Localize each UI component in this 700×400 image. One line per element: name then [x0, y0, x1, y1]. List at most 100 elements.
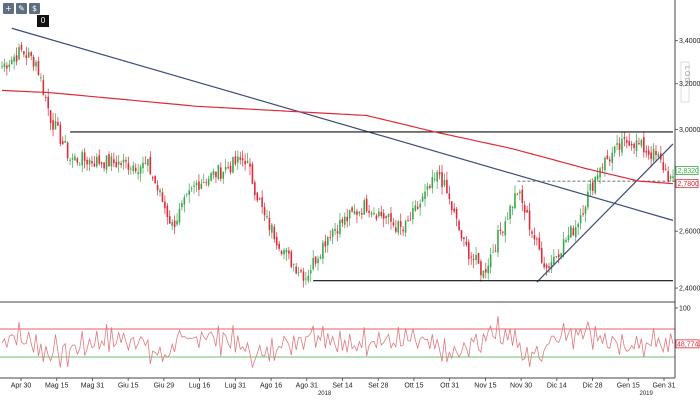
- candle[interactable]: [385, 216, 387, 218]
- candle[interactable]: [526, 209, 528, 213]
- candle[interactable]: [86, 159, 88, 165]
- candle[interactable]: [521, 189, 524, 203]
- candle[interactable]: [399, 221, 402, 227]
- candle[interactable]: [351, 207, 353, 212]
- candle[interactable]: [37, 60, 40, 76]
- candle[interactable]: [348, 210, 351, 219]
- candle[interactable]: [241, 158, 244, 161]
- candle[interactable]: [69, 159, 71, 161]
- candle[interactable]: [329, 237, 332, 238]
- candle[interactable]: [273, 226, 276, 240]
- candle[interactable]: [514, 193, 516, 209]
- candle[interactable]: [222, 171, 225, 179]
- candle[interactable]: [324, 241, 327, 247]
- candle[interactable]: [550, 262, 553, 269]
- candle[interactable]: [202, 182, 205, 183]
- candle[interactable]: [555, 256, 558, 257]
- candle[interactable]: [154, 175, 156, 184]
- candle[interactable]: [168, 216, 171, 224]
- candle[interactable]: [288, 250, 290, 254]
- candle[interactable]: [309, 270, 312, 274]
- candle[interactable]: [667, 171, 669, 181]
- candle[interactable]: [81, 152, 84, 166]
- candle[interactable]: [536, 238, 538, 240]
- candle[interactable]: [18, 47, 20, 60]
- candle[interactable]: [334, 228, 336, 231]
- candle[interactable]: [339, 219, 341, 235]
- candle[interactable]: [485, 269, 487, 273]
- candle[interactable]: [409, 219, 412, 221]
- candle[interactable]: [305, 278, 307, 280]
- candle[interactable]: [91, 161, 93, 164]
- candle[interactable]: [52, 120, 54, 130]
- candle[interactable]: [210, 173, 212, 181]
- candle[interactable]: [195, 182, 198, 186]
- candle[interactable]: [390, 213, 392, 222]
- candle[interactable]: [110, 156, 113, 167]
- candle[interactable]: [336, 231, 339, 234]
- candle[interactable]: [596, 175, 599, 180]
- candle[interactable]: [120, 163, 122, 165]
- candle[interactable]: [608, 159, 611, 162]
- candle[interactable]: [436, 172, 438, 182]
- candle[interactable]: [562, 239, 565, 256]
- candle[interactable]: [572, 228, 575, 236]
- candle[interactable]: [178, 208, 181, 223]
- candle[interactable]: [297, 272, 300, 274]
- candle[interactable]: [363, 200, 366, 215]
- candle[interactable]: [130, 168, 132, 170]
- candle[interactable]: [628, 141, 631, 146]
- candle[interactable]: [66, 142, 69, 159]
- candle[interactable]: [173, 220, 176, 228]
- candle[interactable]: [480, 261, 482, 276]
- candle[interactable]: [205, 182, 208, 184]
- candle[interactable]: [10, 59, 13, 64]
- candle[interactable]: [519, 191, 521, 194]
- candle[interactable]: [531, 231, 533, 234]
- candle[interactable]: [395, 227, 397, 232]
- candle[interactable]: [142, 162, 144, 169]
- candle[interactable]: [509, 205, 511, 220]
- candle[interactable]: [47, 96, 49, 109]
- candle[interactable]: [239, 157, 242, 160]
- candle[interactable]: [302, 271, 305, 281]
- candle[interactable]: [15, 55, 18, 62]
- candle[interactable]: [446, 179, 448, 194]
- candle[interactable]: [630, 143, 633, 146]
- candle[interactable]: [290, 251, 293, 268]
- candle[interactable]: [166, 205, 169, 218]
- candle[interactable]: [98, 155, 101, 164]
- candle[interactable]: [669, 176, 672, 179]
- candle[interactable]: [499, 229, 502, 231]
- candle[interactable]: [594, 176, 597, 194]
- candle[interactable]: [122, 159, 125, 163]
- candle[interactable]: [623, 137, 626, 139]
- candle[interactable]: [159, 189, 161, 193]
- candle[interactable]: [25, 55, 28, 59]
- candle[interactable]: [599, 168, 601, 178]
- candle[interactable]: [672, 176, 674, 179]
- candle[interactable]: [650, 152, 652, 159]
- candle[interactable]: [134, 167, 137, 172]
- candle[interactable]: [144, 163, 147, 165]
- candle[interactable]: [254, 182, 256, 195]
- candle[interactable]: [200, 183, 203, 189]
- candle[interactable]: [475, 255, 477, 260]
- candle[interactable]: [570, 226, 572, 238]
- candle[interactable]: [280, 250, 283, 254]
- candle[interactable]: [151, 177, 154, 179]
- candle[interactable]: [538, 237, 541, 250]
- candle[interactable]: [365, 198, 368, 211]
- candle[interactable]: [548, 266, 550, 268]
- candle[interactable]: [139, 166, 142, 174]
- candle[interactable]: [215, 171, 217, 178]
- candle[interactable]: [577, 223, 579, 228]
- candle[interactable]: [472, 258, 475, 260]
- candle[interactable]: [429, 186, 431, 188]
- candle[interactable]: [560, 253, 562, 257]
- candle[interactable]: [88, 159, 91, 165]
- candle[interactable]: [647, 150, 650, 155]
- candle[interactable]: [190, 188, 193, 189]
- candle[interactable]: [20, 44, 23, 50]
- candle[interactable]: [458, 220, 460, 231]
